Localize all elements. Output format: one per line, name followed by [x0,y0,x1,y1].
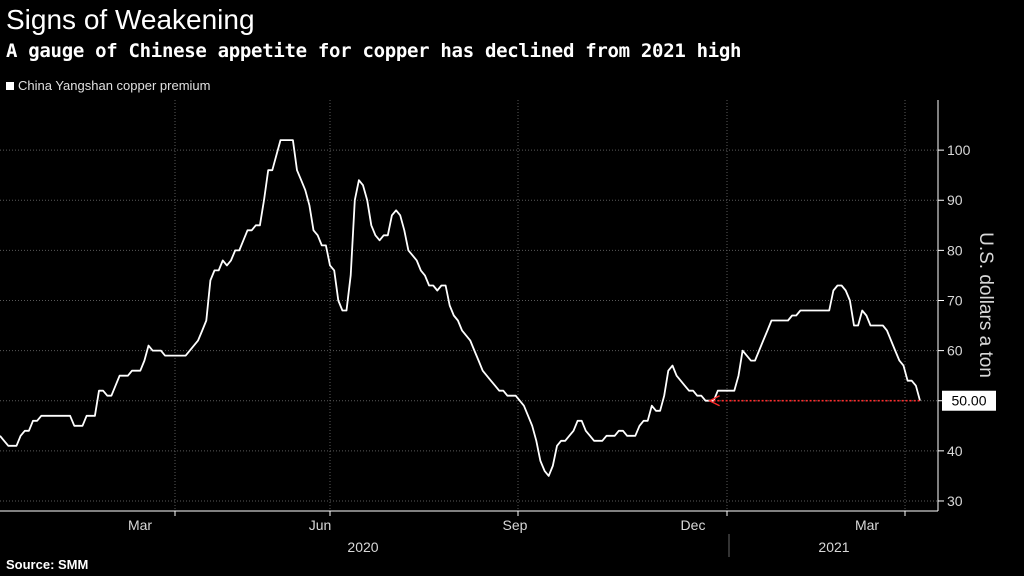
x-year-label: 2020 [347,539,378,555]
reference-arrowhead [708,395,720,407]
chart-subtitle: A gauge of Chinese appetite for copper h… [6,40,742,62]
y-tick-label: 70 [947,292,963,308]
y-tick-label: 90 [947,192,963,208]
y-tick-label: 100 [947,142,971,158]
x-month-label: Sep [503,517,528,533]
last-value-box [942,390,996,411]
y-tick-label: 30 [947,493,963,509]
last-value-label: 50.00 [951,393,986,409]
y-tick-label: 60 [947,343,963,359]
series-line [0,139,921,477]
y-axis-title: U.S. dollars a ton [975,232,996,378]
x-year-label: 2021 [818,539,849,555]
x-month-label: Dec [681,517,706,533]
legend-swatch [6,82,14,90]
legend: China Yangshan copper premium [6,78,210,93]
legend-label: China Yangshan copper premium [18,78,211,93]
chart-title: Signs of Weakening [6,4,255,35]
source-note: Source: SMM [6,557,89,572]
x-month-label: Mar [128,517,152,533]
y-tick-label: 40 [947,443,963,459]
x-month-label: Mar [855,517,879,533]
y-tick-label: 80 [947,242,963,258]
x-month-label: Jun [309,517,332,533]
